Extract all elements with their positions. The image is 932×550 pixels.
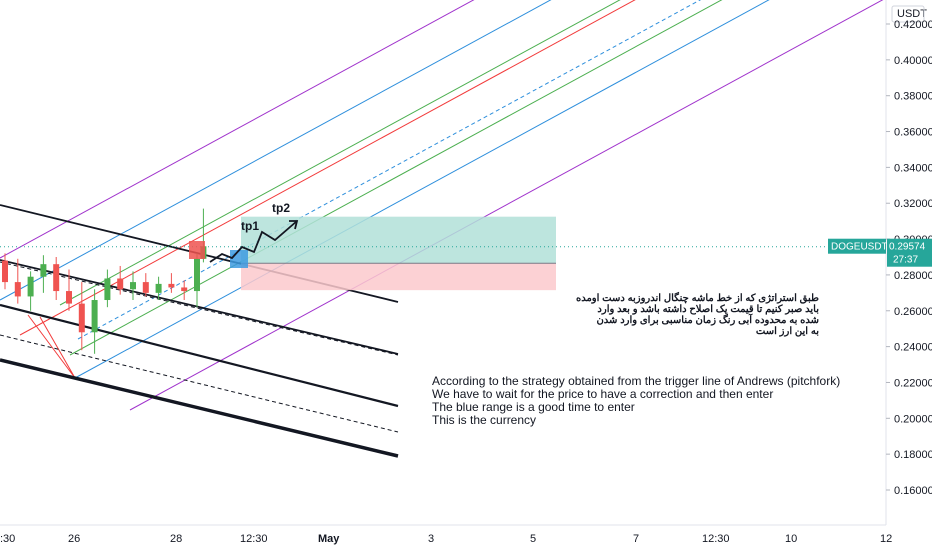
pitchfork-lower-blue-line: [74, 0, 770, 379]
time-tick-label: 12: [880, 533, 892, 545]
last-price-badge: [887, 238, 932, 267]
candle-body: [91, 300, 98, 333]
price-tick-label: 0.28000: [894, 270, 932, 282]
candle-body: [104, 278, 111, 301]
price-tick-label: 0.20000: [894, 413, 932, 425]
tp1-label: tp1: [241, 219, 259, 233]
time-tick-label: 26: [68, 533, 80, 545]
trigger-line-lower: [0, 303, 399, 408]
price-tick-label: 0.32000: [894, 198, 932, 210]
time-tick-label: 10: [785, 533, 797, 545]
price-tick-label: 0.24000: [894, 342, 932, 354]
projected-path: [209, 220, 298, 263]
time-tick-label: 12:30: [240, 533, 268, 545]
price-tick-label: 0.42000: [894, 19, 932, 31]
price-tick-label: 0.36000: [894, 127, 932, 139]
time-tick-label: :30: [0, 533, 15, 545]
trigger-line-middle: [0, 259, 399, 355]
price-tick-label: 0.16000: [894, 485, 932, 497]
pitchfork-outer-upper-line: [0, 0, 475, 259]
candle-body: [117, 278, 124, 290]
breakout-marker[interactable]: [189, 241, 205, 259]
pitchfork-lower-green-line: [69, 0, 723, 356]
persian-annotation: طبق استراتژی که از خط ماشه چنگال اندروزب…: [575, 293, 819, 337]
candle-body: [181, 287, 188, 292]
symbol-price-tag[interactable]: [828, 238, 886, 254]
persian-line: شده به محدوده آبی رنگ زمان مناسبی برای و…: [596, 315, 819, 326]
projected-path-arrowhead: [289, 220, 299, 230]
english-line: This is the currency: [432, 413, 537, 427]
time-tick-label: May: [318, 533, 340, 545]
price-tick-label: 0.40000: [894, 55, 932, 67]
currency-badge: [891, 5, 925, 23]
stop-loss-zone: [241, 263, 556, 291]
price-tick-label: 0.18000: [894, 449, 932, 461]
candle-body: [40, 264, 47, 277]
english-annotation: According to the strategy obtained from …: [432, 375, 840, 427]
time-tick-label: 12:30: [702, 533, 730, 545]
trigger-line-lower-dashed: [0, 334, 399, 433]
english-line: The blue range is a good time to enter: [432, 400, 635, 414]
pitchfork-median-line: [19, 0, 636, 336]
candle-body: [130, 282, 136, 290]
candle-body: [155, 283, 162, 293]
persian-line: طبق استراتژی که از خط ماشه چنگال اندروزب…: [575, 293, 819, 304]
candle-body: [27, 276, 34, 297]
time-tick-label: 5: [530, 533, 536, 545]
trigger-line-bottom: [0, 358, 399, 458]
time-tick-label: 28: [170, 533, 182, 545]
countdown-label: 27:37: [893, 255, 918, 266]
tp2-label: tp2: [272, 201, 290, 215]
english-line: We have to wait for the price to have a …: [432, 387, 774, 401]
price-scale[interactable]: [887, 0, 932, 550]
price-tick-label: 0.34000: [894, 162, 932, 174]
profit-target-zone: [241, 216, 556, 264]
english-line: According to the strategy obtained from …: [432, 374, 841, 388]
entry-marker[interactable]: [230, 250, 248, 268]
candle-body: [14, 282, 21, 297]
time-tick-label: 7: [633, 533, 639, 545]
time-tick-label: 3: [428, 533, 434, 545]
candle-body: [2, 260, 8, 283]
trigger-line-dashed: [0, 261, 399, 356]
pitchfork-upper-blue-line: [0, 0, 552, 301]
currency-label: USDT: [897, 8, 927, 20]
candle-body: [78, 303, 85, 333]
candle-body: [168, 283, 175, 288]
candle-body: [66, 291, 72, 304]
price-tick-label: 0.22000: [894, 377, 932, 389]
candle-body: [53, 264, 60, 292]
price-tick-label: 0.26000: [894, 306, 932, 318]
persian-line: به این ارز است: [755, 326, 819, 337]
last-price-label: 0.29574: [889, 242, 926, 253]
candle-body: [142, 282, 149, 293]
price-tick-label: 0.38000: [894, 91, 932, 103]
pitchfork-dashed-median-line: [77, 0, 702, 340]
time-scale[interactable]: [0, 526, 886, 550]
pitchfork-upper-green-line: [59, 0, 621, 306]
persian-line: باید صبر کنیم تا قیمت یک اصلاح داشته باش…: [597, 304, 819, 315]
candle-body: [194, 258, 200, 292]
symbol-label: DOGEUSDT: [831, 242, 888, 253]
pitchfork-outer-lower-line: [129, 0, 884, 411]
